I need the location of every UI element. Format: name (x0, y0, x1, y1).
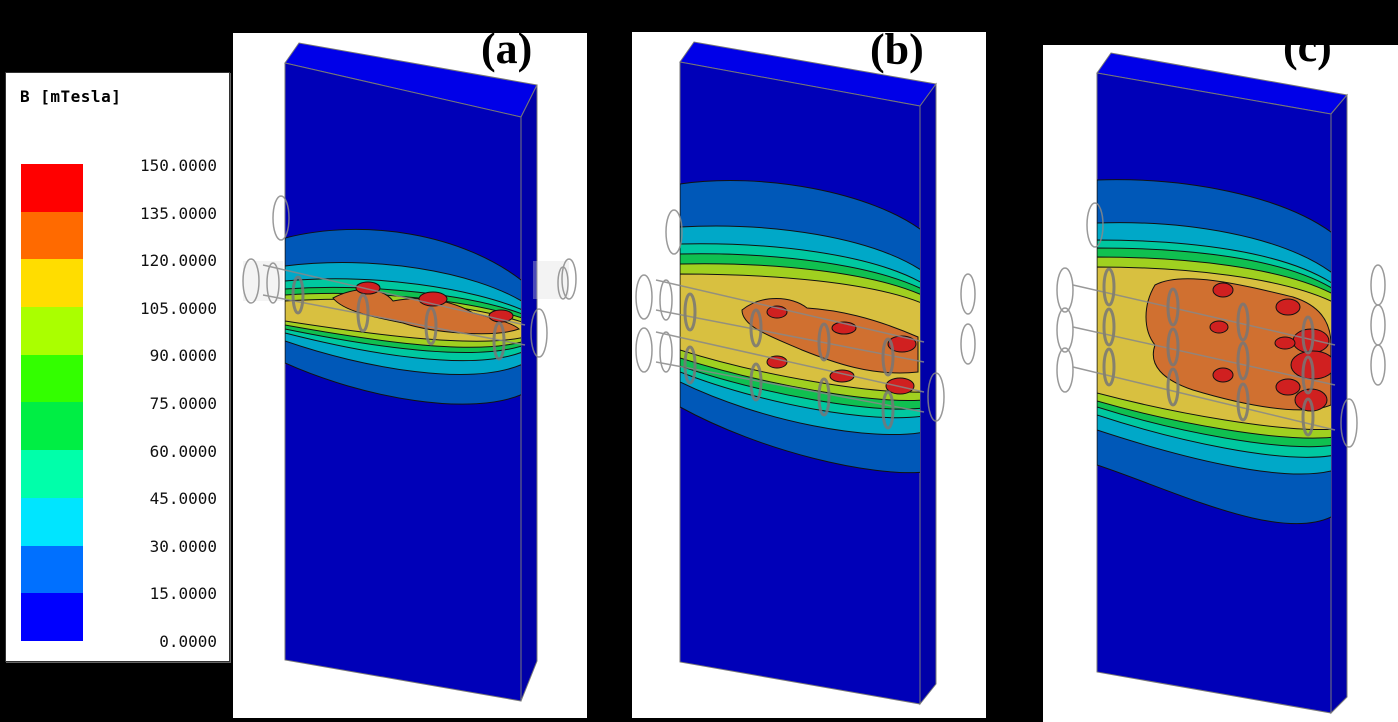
band-30-45 (21, 497, 83, 546)
panel-label-c: (c) (1283, 22, 1332, 71)
band-60-75 (21, 402, 83, 451)
band-15-30 (21, 545, 83, 594)
band-120-135 (21, 211, 83, 260)
panel-label-b: (b) (870, 25, 924, 74)
tick-label: 30.0000 (149, 537, 217, 556)
tick-label: 60.0000 (149, 442, 217, 461)
legend-title: B [mTesla] (20, 87, 122, 106)
field-plot-a (242, 42, 577, 702)
tick-label: 135.0000 (139, 204, 217, 223)
tick-label: 75.0000 (149, 394, 217, 413)
tick-label: 120.0000 (139, 251, 217, 270)
field-plot-b (635, 41, 976, 706)
color-legend: B [mTesla] 150.0000 135.0000 120.0000 10… (5, 72, 230, 662)
tick-label: 150.0000 (139, 156, 217, 175)
field-plot-c (1056, 52, 1386, 715)
tick-label: 90.0000 (149, 346, 217, 365)
band-105-120 (21, 259, 83, 308)
tick-label: 105.0000 (139, 299, 217, 318)
tick-label: 15.0000 (149, 584, 217, 603)
band-0-15 (21, 593, 83, 641)
color-bar (21, 164, 83, 641)
band-75-90 (21, 354, 83, 403)
band-90-105 (21, 307, 83, 355)
panel-c: (c) (1043, 25, 1398, 722)
tick-label: 0.0000 (159, 632, 217, 651)
panel-label-a: (a) (481, 24, 533, 73)
panel-a: (a) (233, 27, 587, 718)
tick-label: 45.0000 (149, 489, 217, 508)
panel-b: (b) (632, 28, 986, 718)
band-135-150 (21, 164, 83, 212)
band-45-60 (21, 450, 83, 498)
